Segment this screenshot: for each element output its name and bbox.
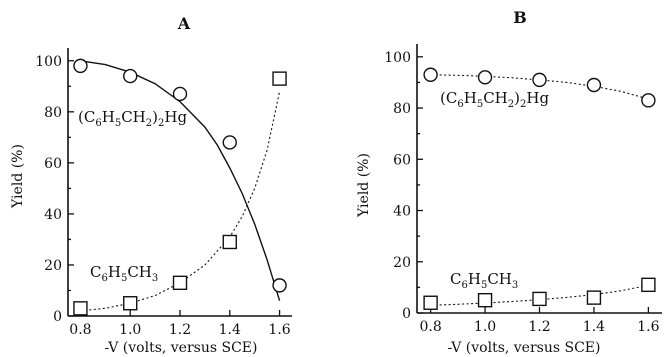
panel-a-letter: A: [177, 14, 191, 33]
formula-part: 2: [520, 99, 526, 110]
panel-b-series-0-point: [586, 77, 602, 93]
panel-b-y-tick-label: 40: [393, 204, 411, 220]
formula-part: C: [90, 263, 101, 281]
formula-part: C: [450, 270, 461, 288]
formula-part: 3: [152, 273, 158, 284]
formula-part: H: [102, 108, 115, 126]
formula-part: (C: [440, 89, 457, 107]
formula-part: 2: [158, 118, 164, 129]
panel-b-x-tick-label: 0.8: [419, 319, 441, 335]
formula-part: ): [152, 108, 158, 126]
panel-a-x-tick-label: 1.4: [219, 322, 241, 338]
panel-a-series-0-point: [123, 68, 138, 84]
formula-part: 6: [461, 280, 467, 291]
panel-a-x-tick-label: 1.2: [169, 322, 191, 338]
formula-part: 3: [512, 280, 518, 291]
panel-a-series-1-point: [172, 275, 188, 291]
panel-b-series-1-point: [586, 290, 602, 305]
formula-part: CH: [487, 270, 512, 288]
panel-a-series-1-point: [73, 301, 88, 316]
panel-b-y-tick-label: 100: [384, 50, 411, 66]
formula-part: 5: [115, 118, 121, 129]
formula-part: ): [514, 89, 520, 107]
panel-b-x-tick-label: 1.4: [583, 319, 605, 335]
panel-b-series-0-point: [423, 67, 438, 82]
panel-a-series-0-point: [272, 278, 287, 293]
formula-part: H: [464, 89, 477, 107]
panel-a-y-tick-label: 40: [44, 207, 62, 223]
panel-a-x-tick-label: 0.8: [69, 322, 91, 338]
panel-a-x-tick-label: 1.0: [119, 322, 141, 338]
panel-a-y-tick-label: 100: [35, 54, 62, 70]
panel-b-series-0-label: (C6H5CH2)2Hg: [440, 89, 549, 110]
formula-part: CH: [127, 263, 152, 281]
formula-part: CH: [121, 108, 146, 126]
panel-a-series-1-point: [272, 71, 287, 86]
formula-part: 6: [457, 99, 463, 110]
panel-b-x-tick-label: 1.6: [637, 319, 659, 335]
formula-part: 5: [121, 273, 127, 284]
panel-b-series-1-point: [532, 291, 547, 307]
panel-a-series-1-curve: [80, 91, 281, 312]
panel-a-y-tick-label: 20: [44, 258, 62, 274]
panel-a-y-axis-title: Yield (%): [10, 144, 26, 209]
panel-b-y-tick-label: 60: [393, 152, 411, 168]
panel-b-series-0-point: [477, 70, 493, 85]
panel-b-series-0-point: [641, 93, 656, 108]
formula-part: Hg: [164, 108, 187, 126]
panel-a-y-tick-label: 0: [53, 309, 62, 325]
formula-part: H: [468, 270, 481, 288]
panel-a-series-1-label: C6H5CH3: [90, 263, 158, 284]
formula-part: H: [108, 263, 121, 281]
panel-a-series-0-point: [222, 135, 237, 150]
formula-part: 5: [481, 280, 487, 291]
formula-part: Hg: [526, 89, 549, 107]
panel-b-y-tick-label: 0: [402, 306, 411, 322]
panel-a-series-1-point: [222, 234, 237, 250]
panel-b-y-tick-label: 20: [393, 255, 411, 271]
formula-part: (C: [78, 108, 95, 126]
formula-part: CH: [483, 89, 508, 107]
formula-part: 6: [95, 118, 101, 129]
panel-a-x-axis-title: -V (volts, versus SCE): [105, 340, 258, 356]
formula-part: 5: [477, 99, 483, 110]
panel-a-x-tick-label: 1.6: [268, 322, 290, 338]
panel-a-series-1-point: [123, 296, 138, 311]
panel-b-series-1-point: [641, 277, 656, 293]
formula-part: 6: [101, 273, 107, 284]
panel-b-letter: B: [513, 8, 527, 27]
panel-a-series-0-point: [73, 58, 88, 74]
panel-a-series-0-point: [172, 86, 188, 102]
panel-b-x-tick-label: 1.0: [474, 319, 496, 335]
formula-part: 2: [508, 99, 514, 110]
panel-b-series-0-point: [532, 72, 547, 88]
panel-b-y-tick-label: 80: [393, 101, 411, 117]
panel-b-y-axis-title: Yield (%): [356, 153, 372, 218]
panel-b-x-axis-title: -V (volts, versus SCE): [448, 340, 601, 356]
chart-panel-b: B Yield (%) -V (volts, versus SCE) 0 20 40…: [356, 8, 662, 356]
panel-b-series-1-point: [477, 292, 493, 308]
panel-b-series-1-label: C6H5CH3: [450, 270, 518, 291]
panel-a-y-tick-label: 60: [44, 156, 62, 172]
panel-a-series-0-label: (C6H5CH2)2Hg: [78, 108, 187, 129]
panel-b-x-tick-label: 1.2: [528, 319, 550, 335]
panel-a-y-tick-label: 80: [44, 105, 62, 121]
chart-panel-a: A Yield (%) -V (volts, versus SCE) 0 20 40…: [10, 14, 292, 356]
panel-b-series-1-point: [423, 295, 438, 310]
formula-part: 2: [146, 118, 152, 129]
